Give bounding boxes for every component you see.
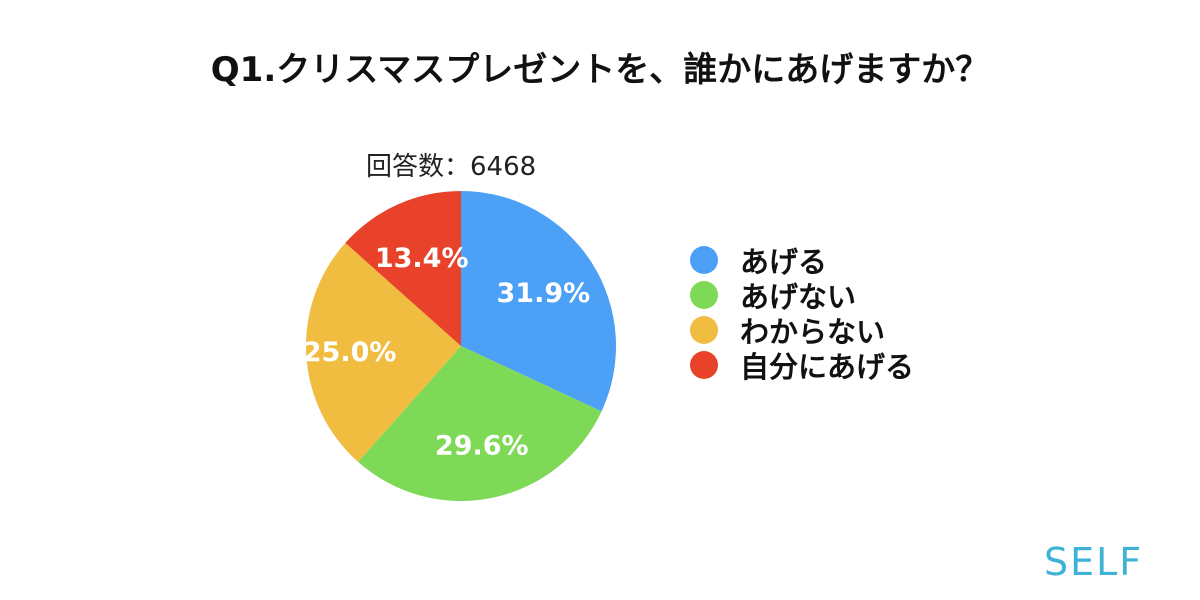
data-label-2: 29.6% bbox=[435, 431, 529, 462]
chart-title: Q1.クリスマスプレゼントを、誰かにあげますか？ bbox=[210, 50, 990, 90]
legend-item: あげない bbox=[690, 277, 914, 314]
legend: あげる あげない わからない 自分にあげる bbox=[690, 242, 914, 384]
legend-label: あげない bbox=[740, 279, 857, 314]
pie-slice-1 bbox=[461, 191, 616, 412]
brand-logo: SELF bbox=[1044, 540, 1144, 584]
legend-item: 自分にあげる bbox=[690, 347, 914, 384]
response-count: 回答数：6468 bbox=[366, 152, 537, 182]
legend-label: あげる bbox=[740, 244, 828, 279]
pie-slice-4 bbox=[345, 191, 461, 346]
legend-label: わからない bbox=[740, 314, 886, 349]
legend-label: 自分にあげる bbox=[740, 349, 915, 384]
legend-item: あげる bbox=[690, 242, 914, 279]
data-label-4: 13.4% bbox=[375, 243, 469, 274]
legend-swatch bbox=[690, 350, 718, 379]
pie-slice-3 bbox=[306, 242, 461, 462]
legend-item: わからない bbox=[690, 312, 914, 349]
legend-swatch bbox=[690, 245, 718, 274]
legend-swatch bbox=[690, 280, 718, 309]
data-label-1: 31.9% bbox=[497, 278, 591, 309]
pie-slice-2 bbox=[358, 346, 602, 502]
data-label-3: 25.0% bbox=[303, 337, 397, 368]
legend-swatch bbox=[690, 315, 718, 344]
